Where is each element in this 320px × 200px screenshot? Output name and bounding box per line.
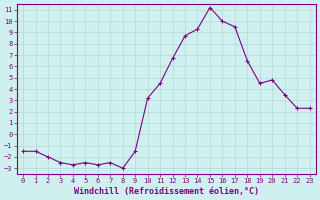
X-axis label: Windchill (Refroidissement éolien,°C): Windchill (Refroidissement éolien,°C) — [74, 187, 259, 196]
